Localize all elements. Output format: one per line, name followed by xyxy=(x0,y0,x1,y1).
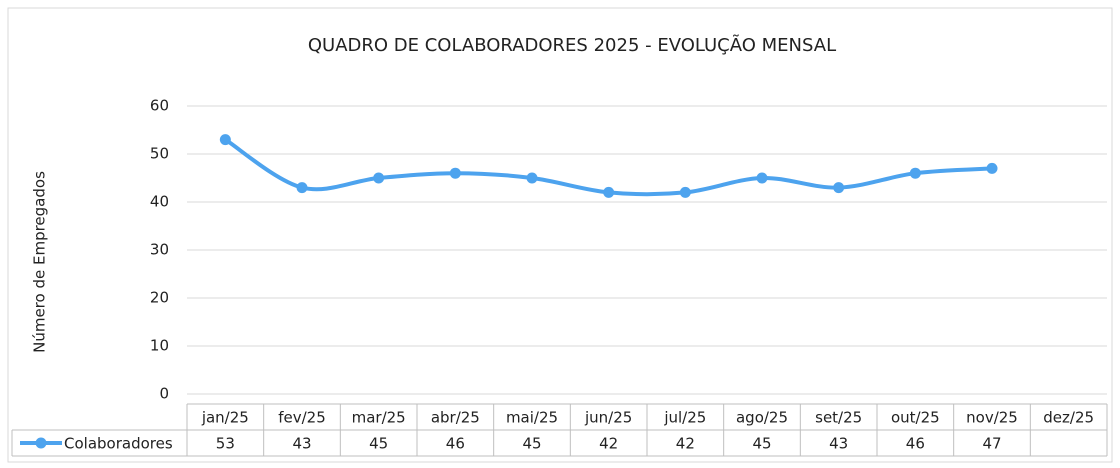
x-tick-label: dez/25 xyxy=(1043,409,1094,427)
table-value: 46 xyxy=(446,435,465,453)
table-value: 42 xyxy=(599,435,618,453)
x-tick-label: jan/25 xyxy=(201,409,249,427)
point-marker xyxy=(526,172,538,184)
y-tick-label: 20 xyxy=(150,289,169,307)
x-tick-label: set/25 xyxy=(815,409,862,427)
point-marker xyxy=(679,186,691,198)
point-marker xyxy=(833,182,845,194)
y-tick-label: 30 xyxy=(150,241,169,259)
y-tick-label: 40 xyxy=(150,193,169,211)
y-tick-label: 0 xyxy=(159,385,169,403)
x-tick-label: fev/25 xyxy=(278,409,326,427)
x-tick-label: mar/25 xyxy=(352,409,406,427)
legend-marker xyxy=(35,437,47,449)
x-tick-label: mai/25 xyxy=(506,409,558,427)
x-tick-label: jun/25 xyxy=(584,409,632,427)
x-tick-label: abr/25 xyxy=(431,409,480,427)
point-marker xyxy=(756,172,768,184)
table-value: 47 xyxy=(982,435,1001,453)
x-tick-label: ago/25 xyxy=(736,409,788,427)
point-marker xyxy=(603,186,615,198)
y-tick-label: 50 xyxy=(150,145,169,163)
table-value: 46 xyxy=(906,435,925,453)
y-tick-label: 10 xyxy=(150,337,169,355)
y-axis-title: Número de Empregados xyxy=(31,171,49,353)
legend-label: Colaboradores xyxy=(64,435,173,453)
table-value: 42 xyxy=(676,435,695,453)
x-tick-label: nov/25 xyxy=(966,409,1018,427)
point-marker xyxy=(296,182,308,194)
point-marker xyxy=(449,167,461,179)
point-marker xyxy=(909,167,921,179)
table-value: 45 xyxy=(752,435,771,453)
point-marker xyxy=(219,134,231,146)
point-marker xyxy=(986,162,998,174)
x-tick-label: out/25 xyxy=(891,409,940,427)
x-tick-label: jul/25 xyxy=(663,409,706,427)
chart-title: QUADRO DE COLABORADORES 2025 - EVOLUÇÃO … xyxy=(308,34,836,56)
table-value: 43 xyxy=(829,435,848,453)
table-value: 43 xyxy=(292,435,311,453)
chart-area xyxy=(7,7,1113,463)
y-tick-label: 60 xyxy=(150,97,169,115)
table-value: 45 xyxy=(522,435,541,453)
table-value: 45 xyxy=(369,435,388,453)
table-value: 53 xyxy=(216,435,235,453)
point-marker xyxy=(373,172,385,184)
